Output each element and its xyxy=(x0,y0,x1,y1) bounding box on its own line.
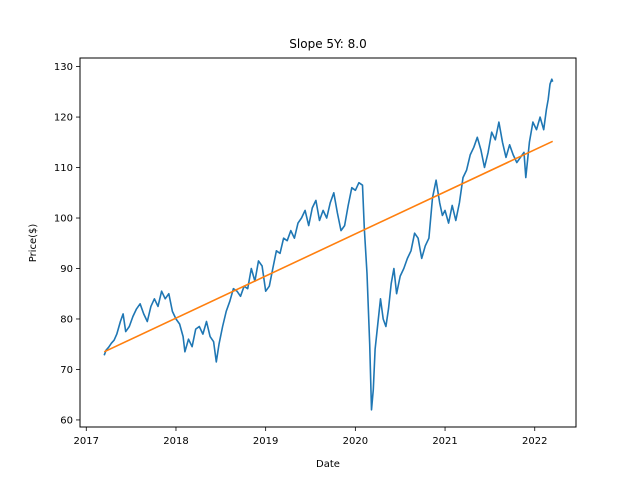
y-axis-label: Price($) xyxy=(28,224,39,263)
x-tick-label: 2022 xyxy=(522,436,547,447)
x-tick-label: 2021 xyxy=(432,436,457,447)
y-tick-label: 60 xyxy=(60,415,73,426)
trend-line xyxy=(103,140,554,353)
plot-area xyxy=(103,78,554,411)
axes-frame xyxy=(79,57,577,428)
y-axis: 60 70 80 90 100 110 120 130 xyxy=(54,62,80,426)
x-tick-label: 2017 xyxy=(74,436,99,447)
chart-title: Slope 5Y: 8.0 xyxy=(289,37,366,51)
price-series-line xyxy=(103,78,554,411)
y-tick-label: 130 xyxy=(54,62,73,73)
y-tick-label: 110 xyxy=(54,163,73,174)
y-tick-label: 90 xyxy=(60,264,73,275)
x-tick-label: 2020 xyxy=(343,436,368,447)
y-tick-label: 100 xyxy=(54,214,73,225)
x-axis: 2017 2018 2019 2020 2021 2022 xyxy=(74,427,547,447)
x-tick-label: 2019 xyxy=(253,436,278,447)
x-tick-label: 2018 xyxy=(163,436,188,447)
y-tick-label: 70 xyxy=(60,365,73,376)
y-tick-label: 120 xyxy=(54,113,73,124)
x-axis-label: Date xyxy=(316,459,340,470)
y-tick-label: 80 xyxy=(60,314,73,325)
